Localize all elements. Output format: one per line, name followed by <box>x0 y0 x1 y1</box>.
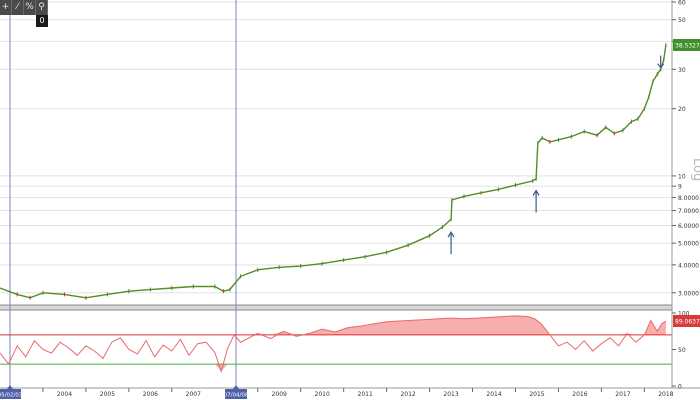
zoom-tool-button[interactable]: ⚲ <box>36 0 48 15</box>
rsi-axis-label: 100 <box>678 311 690 318</box>
last-rsi-tag <box>673 314 700 327</box>
rsi-oversold-fill <box>0 364 666 372</box>
time-axis-year-label: 2004 <box>57 391 72 398</box>
time-axis-year-label: 2007 <box>186 391 201 398</box>
marker-date-mid: 07/04/08 <box>224 393 249 399</box>
log-scale-label[interactable]: Log <box>690 158 700 181</box>
time-axis-year-label: 2018 <box>658 391 673 398</box>
time-axis-year-label: 2016 <box>572 391 587 398</box>
time-axis-year-label: 2005 <box>100 391 115 398</box>
time-axis-year-label: 2006 <box>143 391 158 398</box>
percent-tool-button[interactable]: % <box>24 0 36 15</box>
price-series-line[interactable] <box>0 44 667 299</box>
last-rsi-value: 89.0637 <box>675 318 700 325</box>
last-price-tag <box>673 38 700 51</box>
time-axis-year-label: 2010 <box>315 391 330 398</box>
price-axis-label: 7.0000 <box>678 208 699 215</box>
price-axis-label: 5.0000 <box>678 241 699 248</box>
price-axis-label: 30 <box>678 67 686 74</box>
time-axis-year-label: 2011 <box>358 391 373 398</box>
time-axis-year-label: 2013 <box>443 391 458 398</box>
price-axis-label: 60 <box>678 0 686 7</box>
price-axis-label: 6.0000 <box>678 223 699 230</box>
rsi-axis-label: 50 <box>678 347 686 354</box>
rsi-axis-label: 0 <box>678 384 682 391</box>
time-axis-year-label: 2015 <box>529 391 544 398</box>
price-axis-label: 10 <box>678 173 686 180</box>
rsi-overbought-fill <box>0 315 666 335</box>
marker-date-mid-tag[interactable] <box>225 389 247 399</box>
time-axis-year-label: 2009 <box>272 391 287 398</box>
event-arrow-up[interactable] <box>447 231 455 255</box>
time-axis-year-label: 2017 <box>615 391 630 398</box>
crosshair-tool-button[interactable]: + <box>0 0 12 15</box>
rsi-series-line[interactable] <box>0 315 667 374</box>
price-axis-label: 20 <box>678 106 686 113</box>
marker-date-left-pointer <box>7 385 13 389</box>
draw-tool-button[interactable]: ⁄ <box>12 0 24 15</box>
price-axis-label: 8.0000 <box>678 195 699 202</box>
event-arrow-down[interactable] <box>657 55 665 69</box>
event-arrow-up[interactable] <box>532 189 540 213</box>
marker-date-left: 05/02/03 <box>0 393 23 399</box>
price-axis-label: 9 <box>678 184 682 191</box>
price-axis-label: 3.0000 <box>678 290 699 297</box>
time-axis-year-label: 2014 <box>486 391 501 398</box>
last-price-value: 38.5327 <box>675 42 700 49</box>
drawing-counter-badge: 0 <box>36 15 48 27</box>
time-axis-year-label: 2012 <box>400 391 415 398</box>
panel-divider[interactable] <box>0 305 672 310</box>
price-axis-label: 4.0000 <box>678 262 699 269</box>
marker-date-mid-pointer <box>233 385 239 389</box>
marker-date-left-tag[interactable] <box>0 389 21 399</box>
price-axis-label: 50 <box>678 17 686 24</box>
